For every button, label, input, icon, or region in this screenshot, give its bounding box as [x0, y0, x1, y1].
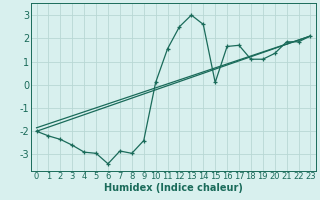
X-axis label: Humidex (Indice chaleur): Humidex (Indice chaleur): [104, 183, 243, 193]
